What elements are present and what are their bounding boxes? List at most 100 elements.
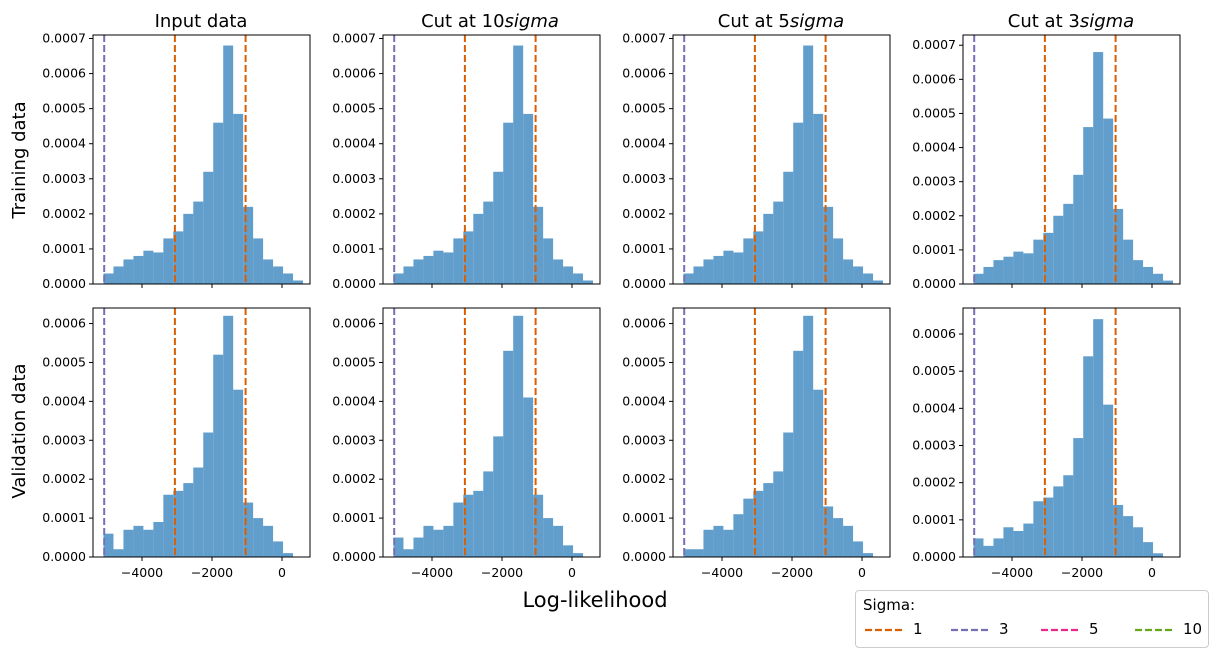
y-tick-label: 0.0004 xyxy=(332,136,376,151)
histogram-bar xyxy=(853,266,864,284)
histogram-bar xyxy=(1073,438,1084,557)
histogram-bar xyxy=(1053,215,1064,284)
y-tick-label: 0.0001 xyxy=(42,510,86,525)
y-tick-label: 0.0000 xyxy=(912,276,956,291)
histogram-bar xyxy=(263,259,274,284)
axes-frame xyxy=(962,307,1181,558)
histogram-bar xyxy=(1033,501,1044,557)
histogram-bar xyxy=(1123,516,1134,557)
y-tick-label: 0.0001 xyxy=(622,510,666,525)
histogram-bar xyxy=(143,529,154,557)
histogram-bar xyxy=(793,350,804,557)
histogram-bar xyxy=(1073,174,1084,284)
histogram-bar xyxy=(473,213,484,284)
histogram-bar xyxy=(973,273,984,284)
histogram-bar xyxy=(503,350,514,557)
histogram-bar xyxy=(393,273,404,284)
histogram-bar xyxy=(763,483,774,557)
histogram-bar xyxy=(243,502,254,557)
axes-frame xyxy=(672,307,891,558)
histogram-bar xyxy=(173,490,184,557)
histogram-bar xyxy=(1103,404,1114,557)
x-tick-label: −4000 xyxy=(701,565,743,580)
y-tick-label: 0.0003 xyxy=(622,171,666,186)
histogram-bar xyxy=(823,206,834,284)
histogram-bar xyxy=(1093,319,1104,557)
histogram-bar xyxy=(423,255,434,284)
histogram-bar xyxy=(443,525,454,557)
histogram-bar xyxy=(813,389,824,557)
y-tick-label: 0.0006 xyxy=(332,66,376,81)
histogram-bar xyxy=(563,545,574,557)
y-tick-label: 0.0002 xyxy=(912,475,956,490)
histogram-bar xyxy=(1143,542,1154,557)
histogram-bar xyxy=(993,538,1004,557)
y-tick-label: 0.0000 xyxy=(332,276,376,291)
histogram-bar xyxy=(1063,203,1074,284)
histogram-bar xyxy=(1153,273,1164,284)
y-tick-label: 0.0001 xyxy=(332,510,376,525)
histogram-bar xyxy=(453,502,464,557)
histogram-bar xyxy=(723,250,734,284)
histogram-bar xyxy=(173,231,184,284)
y-tick-label: 0.0005 xyxy=(332,101,376,116)
histogram-bar xyxy=(413,259,424,284)
subplot-training-0: 0.0000 0.0001 0.0002 0.0003 0.0004 0.0005 0.00… xyxy=(42,31,311,291)
histogram-bar xyxy=(193,201,204,284)
histogram-bar xyxy=(183,483,194,557)
row-label-validation: Validation data xyxy=(9,363,30,498)
histogram-bar xyxy=(863,273,874,284)
histogram-bar xyxy=(983,266,994,284)
column-title-cut-10: Cut at 10sigma xyxy=(421,11,559,32)
subplot-validation-1: 0.0000 0.0001 0.0002 0.0003 0.0004 0.0005 0.00… xyxy=(332,307,601,580)
x-tick-label: −2000 xyxy=(1061,565,1103,580)
y-tick-label: 0.0005 xyxy=(622,354,666,369)
legend-title: Sigma: xyxy=(863,596,916,614)
histogram-bar xyxy=(683,549,694,557)
legend-line-swatch xyxy=(1135,628,1173,632)
histogram-bar xyxy=(563,266,574,284)
histogram-bar xyxy=(713,255,724,284)
histogram-bar xyxy=(403,266,414,284)
y-tick-label: 0.0000 xyxy=(912,549,956,564)
histogram-bar xyxy=(1023,253,1034,284)
y-tick-label: 0.0003 xyxy=(332,171,376,186)
column-title-cut-5: Cut at 5sigma xyxy=(718,11,844,32)
histogram-bar xyxy=(233,113,244,284)
histogram-bar xyxy=(123,529,134,557)
y-tick-label: 0.0007 xyxy=(42,31,86,46)
legend-label: 1 xyxy=(913,620,923,638)
y-tick-label: 0.0003 xyxy=(912,174,956,189)
histogram-bar xyxy=(283,273,294,284)
y-tick-label: 0.0005 xyxy=(332,354,376,369)
axes-frame xyxy=(382,34,601,285)
histogram-bar xyxy=(573,553,584,557)
y-tick-label: 0.0005 xyxy=(42,101,86,116)
y-tick-label: 0.0007 xyxy=(912,37,956,52)
histogram-bar xyxy=(153,252,164,284)
histogram-bar xyxy=(833,238,844,284)
y-tick-label: 0.0002 xyxy=(332,206,376,221)
y-tick-label: 0.0001 xyxy=(332,241,376,256)
y-tick-label: 0.0004 xyxy=(622,136,666,151)
histogram-bar xyxy=(433,250,444,284)
histogram-bar xyxy=(733,252,744,284)
histogram-bar xyxy=(163,238,174,284)
histogram-bar xyxy=(523,113,534,284)
subplot-training-1: 0.0000 0.0001 0.0002 0.0003 0.0004 0.0005 0.00… xyxy=(332,31,601,291)
histogram-bar xyxy=(873,280,883,284)
y-tick-label: 0.0002 xyxy=(622,206,666,221)
histogram-bar xyxy=(523,397,534,557)
histogram-bar xyxy=(753,231,764,284)
y-tick-label: 0.0006 xyxy=(912,71,956,86)
y-tick-label: 0.0000 xyxy=(42,549,86,564)
histogram-bar xyxy=(863,553,874,557)
x-tick-label: −2000 xyxy=(191,565,233,580)
histogram-bar xyxy=(1133,527,1144,557)
column-title-cut-3: Cut at 3sigma xyxy=(1008,11,1134,32)
legend-label: 3 xyxy=(999,620,1009,638)
histogram-bar xyxy=(403,549,414,557)
histogram-bar xyxy=(193,467,204,557)
histogram-bar xyxy=(113,266,124,284)
histogram-bar xyxy=(503,122,514,284)
